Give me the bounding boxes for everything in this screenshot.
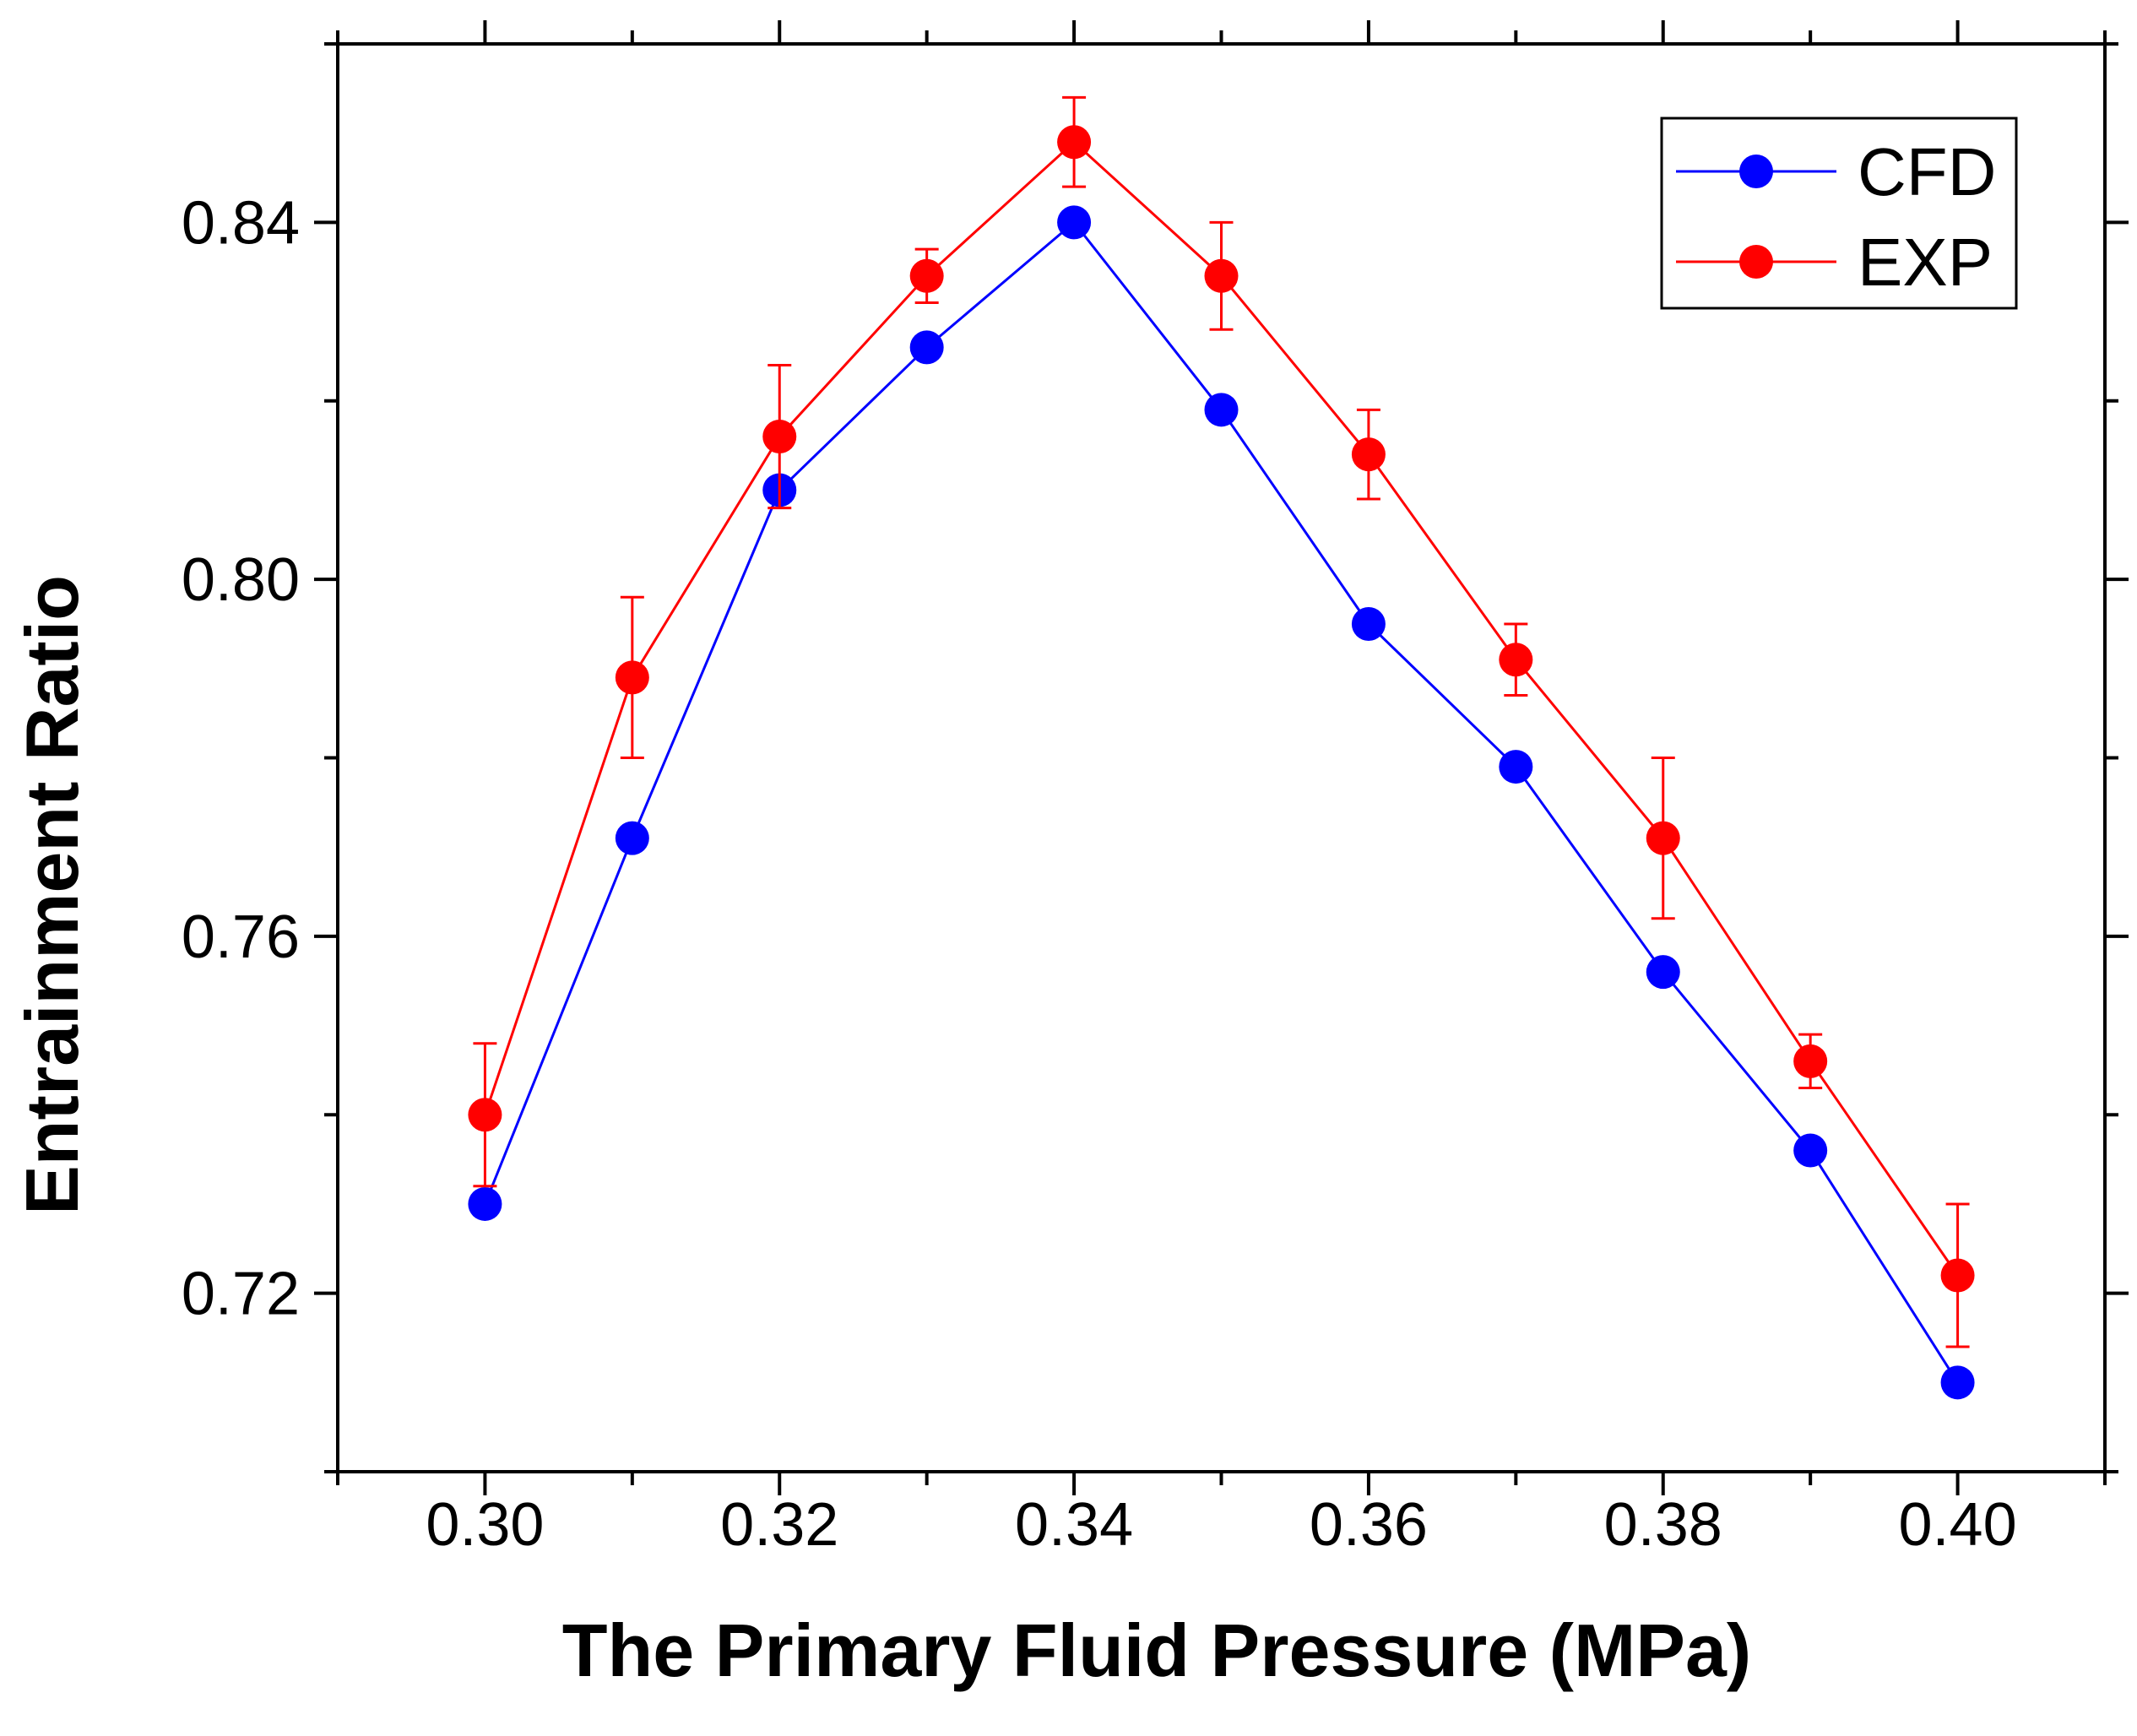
data-point-exp — [1499, 643, 1533, 677]
data-point-exp — [1351, 437, 1386, 472]
data-point-cfd — [615, 821, 649, 855]
data-point-cfd — [909, 330, 944, 365]
data-point-cfd — [1204, 393, 1239, 427]
y-tick-label: 0.72 — [182, 1261, 300, 1328]
y-tick-label: 0.80 — [182, 546, 300, 614]
x-tick-label: 0.40 — [1899, 1491, 2017, 1559]
data-point-cfd — [1351, 606, 1386, 641]
data-point-cfd — [1793, 1133, 1828, 1168]
series-layer — [468, 95, 1975, 1400]
y-tick-label: 0.84 — [182, 189, 300, 257]
data-point-exp — [1793, 1044, 1828, 1078]
data-point-cfd — [1646, 955, 1680, 990]
data-point-cfd — [1499, 750, 1533, 784]
data-point-exp — [1204, 258, 1239, 293]
data-point-cfd — [468, 1186, 502, 1221]
y-tick-label: 0.76 — [182, 903, 300, 971]
x-tick-label: 0.36 — [1310, 1491, 1428, 1559]
x-axis-title: The Primary Fluid Pressure (MPa) — [562, 1609, 1751, 1692]
data-point-cfd — [1940, 1365, 1975, 1400]
x-tick-label: 0.38 — [1604, 1491, 1722, 1559]
data-point-exp — [468, 1098, 502, 1132]
data-point-exp — [909, 258, 944, 293]
legend-label-cfd: CFD — [1858, 134, 1996, 209]
y-axis-title: Entrainment Ratio — [10, 575, 94, 1215]
series-cfd — [468, 205, 1975, 1400]
data-point-cfd — [1057, 205, 1092, 240]
x-tick-label: 0.30 — [426, 1491, 544, 1559]
data-point-exp — [762, 420, 797, 454]
series-exp — [468, 95, 1975, 1348]
data-point-exp — [1940, 1258, 1975, 1293]
legend-box — [1660, 117, 2018, 310]
data-point-exp — [1057, 125, 1092, 160]
legend-marker-cfd — [1739, 155, 1773, 188]
x-tick-label: 0.32 — [720, 1491, 838, 1559]
data-point-exp — [1646, 821, 1680, 855]
legend-marker-exp — [1739, 245, 1773, 279]
legend-label-exp: EXP — [1858, 225, 1993, 300]
legend: CFD EXP — [1660, 117, 2018, 310]
axes-layer: 0.30 0.32 0.34 0.36 0.38 0.40 0.72 0.76 0.80 0.84 — [182, 20, 2129, 1559]
x-tick-label: 0.34 — [1015, 1491, 1133, 1559]
data-point-exp — [615, 660, 649, 695]
